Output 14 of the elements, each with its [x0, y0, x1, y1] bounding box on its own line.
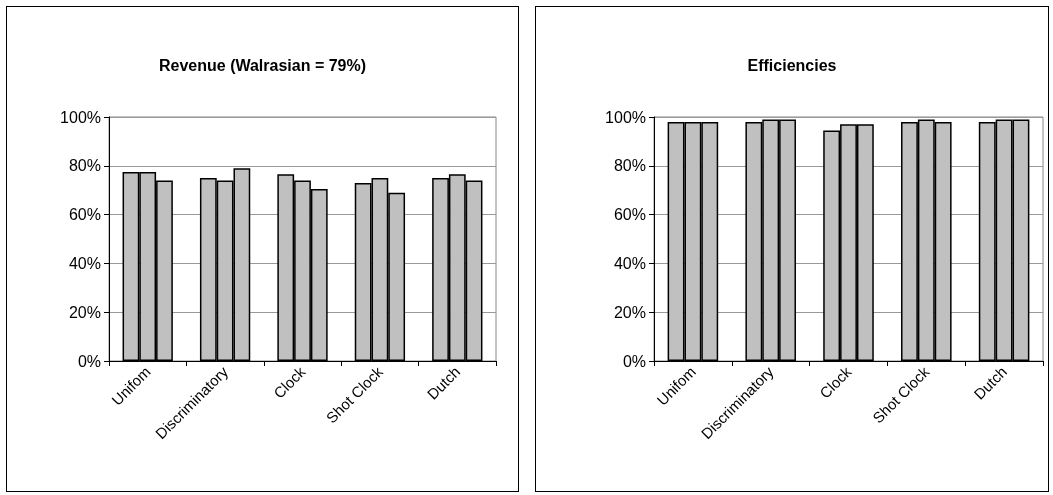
y-tick-label: 60% [613, 206, 646, 224]
y-tick-label: 100% [60, 108, 101, 126]
y-tick-label: 100% [605, 108, 646, 126]
y-tick-label: 40% [613, 254, 646, 272]
y-tick-label: 20% [68, 303, 101, 321]
y-tick-label: 80% [68, 157, 101, 175]
y-tick-label: 20% [613, 303, 646, 321]
chart-title: Revenue (Walrasian = 79%) [158, 56, 367, 74]
chart-title: Efficiencies [747, 56, 837, 74]
y-tick-label: 60% [68, 206, 101, 224]
y-tick-label: 40% [68, 254, 101, 272]
y-tick-label: 0% [77, 352, 101, 370]
y-tick-label: 80% [613, 157, 646, 175]
y-tick-label: 0% [622, 352, 646, 370]
